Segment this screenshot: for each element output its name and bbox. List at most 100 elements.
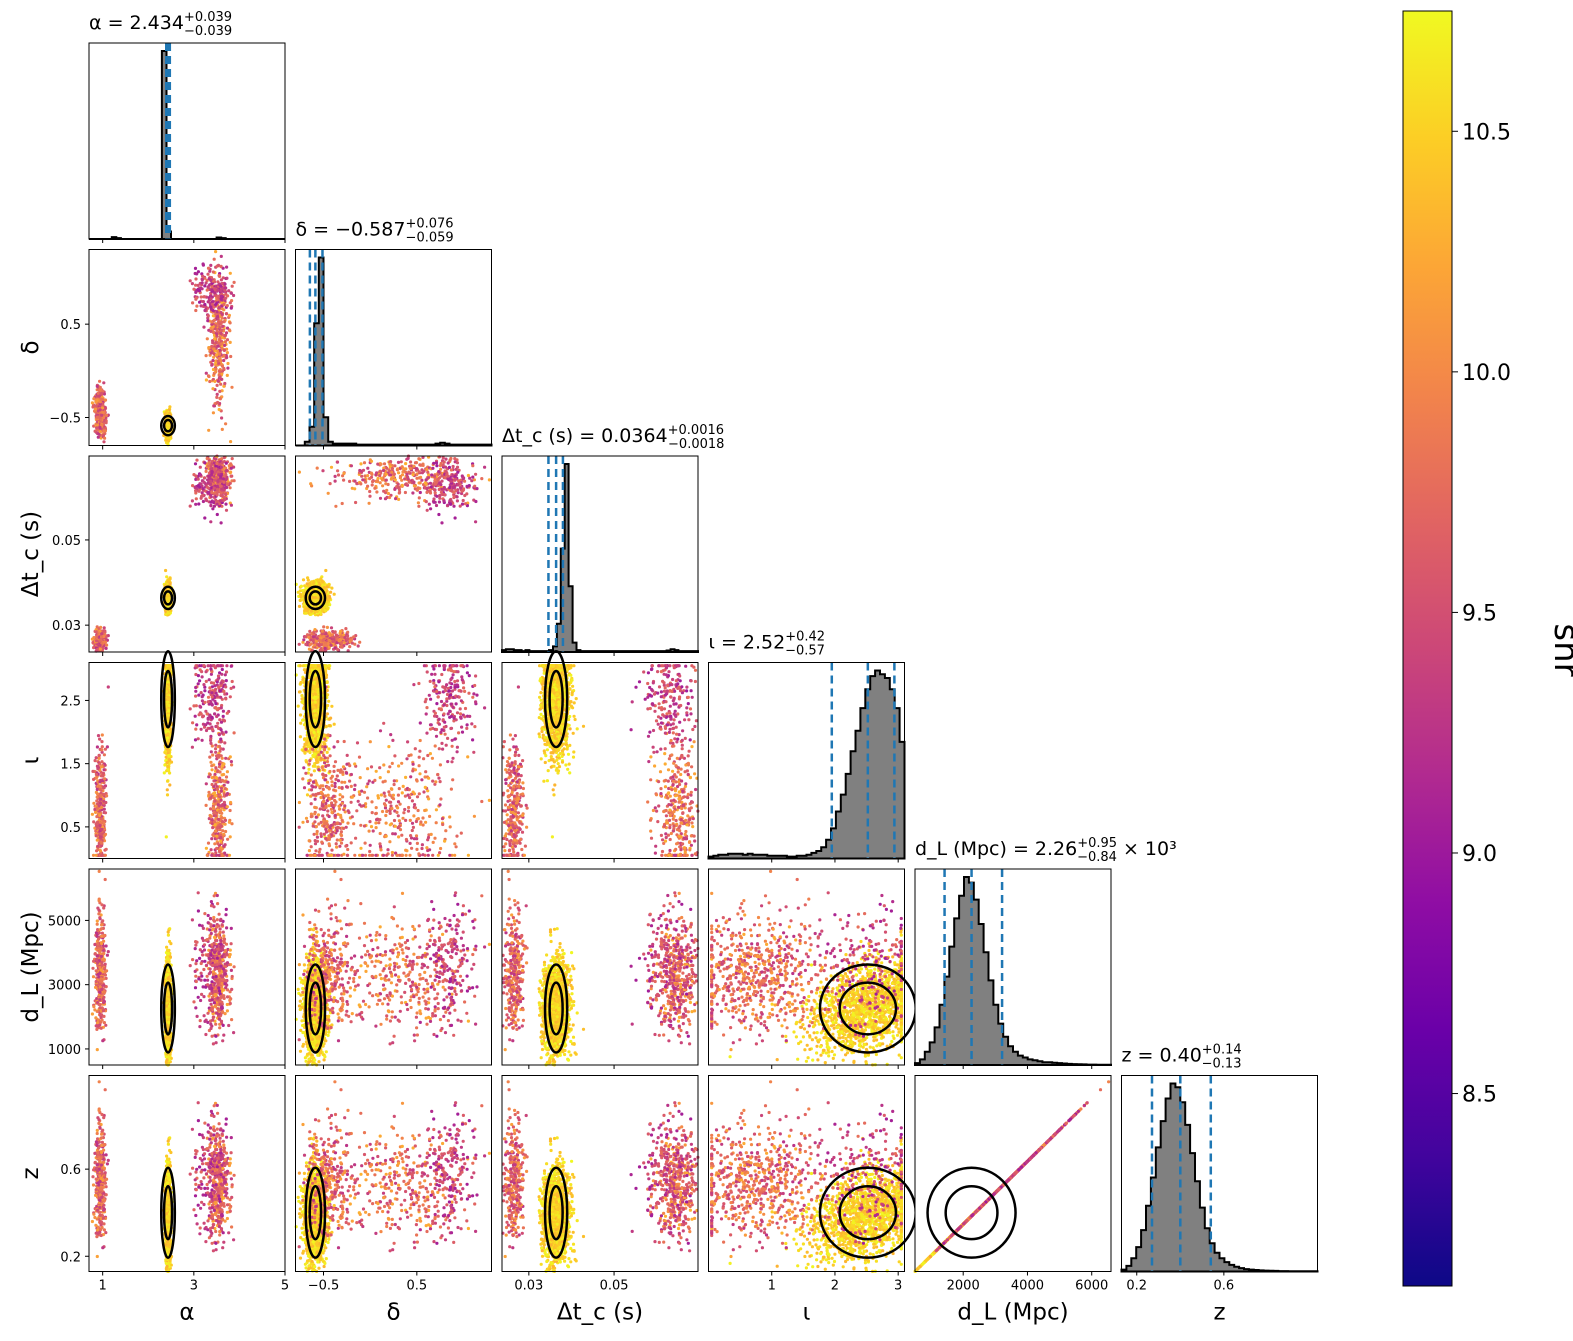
scatter-point: [219, 499, 223, 503]
scatter-point: [202, 480, 206, 484]
scatter-point: [207, 474, 211, 478]
scatter-point: [91, 405, 95, 409]
scatter-point: [206, 272, 210, 276]
scatter-point: [166, 436, 170, 440]
scatter-point: [219, 284, 223, 288]
scatter-point: [218, 326, 222, 330]
scatter-point: [206, 266, 211, 270]
scatter-point: [100, 391, 104, 396]
scatter-point: [211, 341, 215, 345]
scatter-point: [206, 464, 211, 468]
scatter-point: [223, 282, 227, 286]
scatter-point: [196, 484, 200, 488]
scatter-point: [103, 436, 107, 440]
scatter-point: [213, 291, 217, 295]
scatter-point: [205, 288, 209, 292]
scatter-point: [217, 273, 221, 278]
scatter-point: [222, 480, 226, 484]
scatter-point: [223, 340, 227, 344]
scatter-point: [225, 355, 229, 360]
scatter-point: [219, 254, 223, 258]
scatter-point: [196, 283, 200, 287]
scatter-point: [198, 300, 202, 304]
scatter-point: [217, 407, 221, 412]
scatter-point: [105, 413, 109, 417]
scatter-point: [191, 301, 195, 305]
panel-background: [89, 249, 285, 446]
scatter-point: [99, 397, 104, 402]
scatter-point: [215, 395, 219, 399]
scatter-point: [225, 482, 229, 486]
scatter-point: [201, 300, 205, 304]
scatter-point: [168, 577, 172, 581]
scatter-point: [207, 461, 211, 465]
scatter-point: [224, 508, 229, 512]
scatter-point: [217, 369, 222, 373]
scatter-point: [204, 469, 208, 473]
scatter-point: [193, 462, 198, 466]
scatter-point: [209, 297, 213, 301]
scatter-point: [222, 366, 226, 370]
scatter-point: [229, 354, 233, 359]
scatter-point: [224, 492, 228, 497]
scatter-point: [215, 392, 219, 396]
scatter-point: [200, 281, 204, 285]
scatter-point: [216, 288, 220, 292]
scatter-point: [196, 477, 200, 481]
scatter-point: [215, 461, 219, 466]
scatter-point: [102, 381, 106, 385]
scatter-point: [195, 304, 199, 308]
scatter-point: [95, 415, 99, 419]
scatter-point: [225, 468, 229, 473]
scatter-point: [225, 373, 229, 377]
scatter-point: [222, 384, 226, 388]
scatter-point: [229, 291, 233, 295]
panel-background: [89, 456, 285, 652]
scatter-point: [98, 647, 102, 651]
scatter-point: [210, 491, 214, 495]
scatter-point: [218, 397, 222, 401]
scatter-point: [226, 361, 230, 366]
scatter-point: [232, 280, 236, 284]
scatter-point: [220, 416, 224, 420]
scatter-point: [214, 341, 218, 345]
scatter-point: [95, 384, 99, 388]
scatter-point: [201, 493, 205, 498]
scatter-point: [216, 479, 220, 483]
scatter-point: [220, 312, 224, 316]
y-axis-label: δ: [18, 340, 44, 354]
scatter-point: [228, 301, 232, 305]
scatter-point: [206, 486, 210, 490]
scatter-point: [211, 387, 215, 391]
scatter-point: [214, 367, 218, 371]
scatter-point: [330, 586, 334, 590]
scatter-point: [201, 262, 205, 266]
scatter-point: [214, 476, 218, 480]
scatter-point: [104, 421, 108, 425]
y-tick-label: 0.05: [52, 534, 81, 549]
scatter-point: [224, 312, 229, 316]
panel-delta-dtc: [294, 454, 492, 656]
scatter-point: [191, 484, 195, 488]
scatter-point: [213, 337, 217, 341]
scatter-point: [224, 296, 228, 300]
scatter-point: [219, 294, 224, 298]
scatter-point: [229, 503, 233, 507]
scatter-point: [100, 632, 104, 636]
scatter-point: [102, 626, 106, 630]
scatter-point: [219, 521, 223, 525]
scatter-point: [211, 358, 215, 363]
scatter-point: [104, 646, 108, 651]
scatter-point: [101, 433, 106, 437]
scatter-point: [222, 358, 226, 363]
scatter-point: [90, 401, 94, 405]
scatter-point: [228, 271, 232, 275]
scatter-point: [209, 351, 213, 355]
scatter-point: [221, 477, 225, 481]
scatter-point: [95, 625, 99, 629]
scatter-point: [216, 315, 220, 319]
scatter-point: [232, 479, 236, 483]
scatter-point: [209, 520, 213, 524]
scatter-point: [218, 375, 222, 380]
scatter-point: [215, 383, 219, 387]
